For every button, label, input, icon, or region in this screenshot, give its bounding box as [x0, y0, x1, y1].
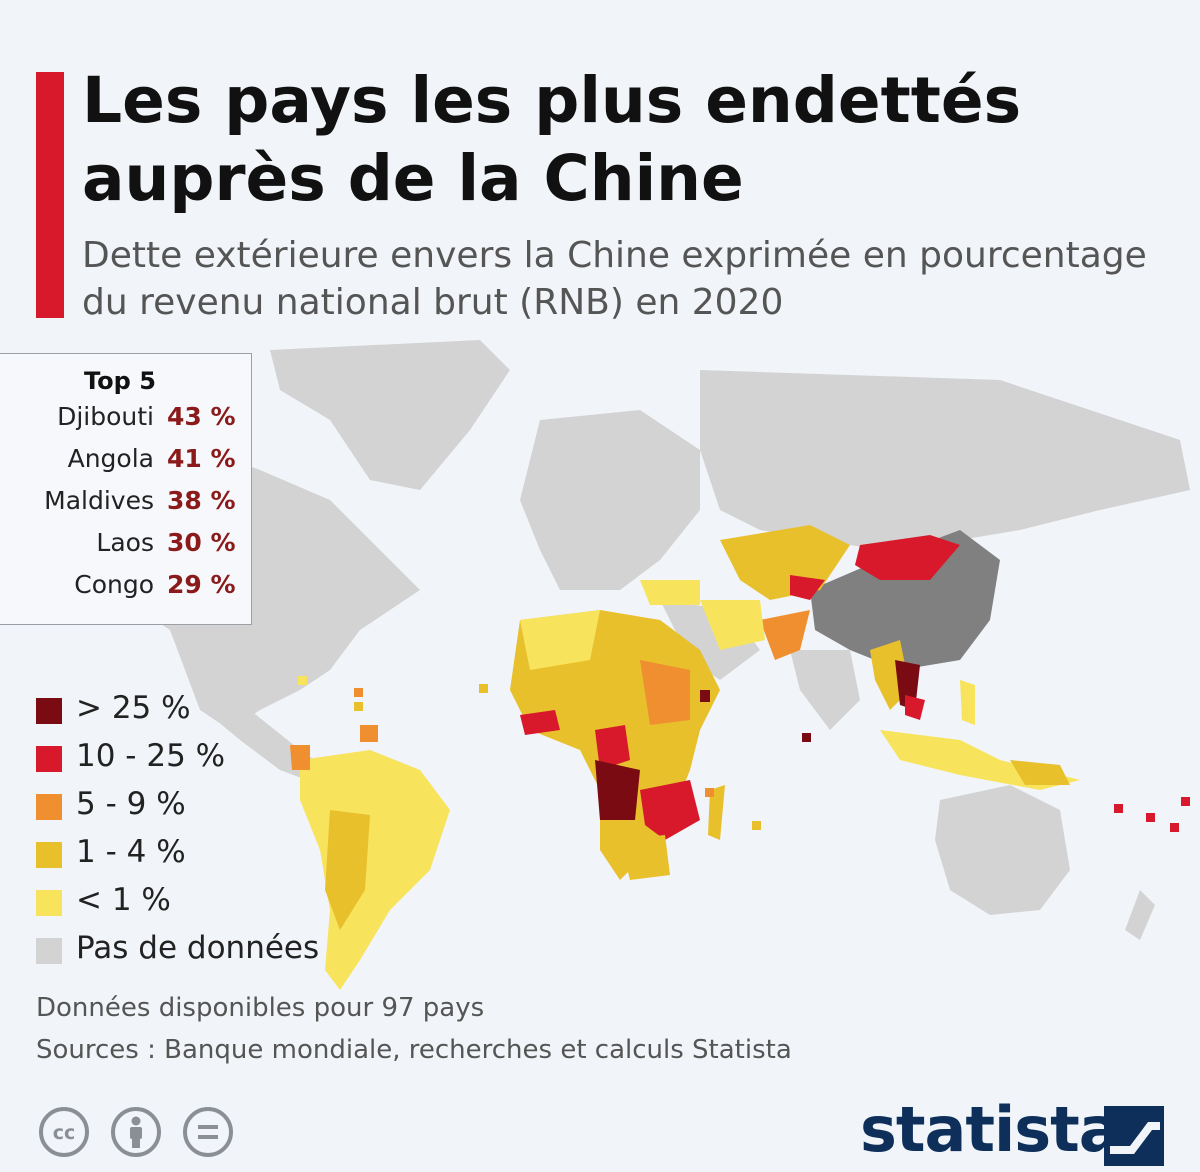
iran-region: [700, 600, 765, 650]
top5-panel: Top 5 Djibouti 43 % Angola 41 % Maldives…: [0, 353, 252, 625]
top5-row: Djibouti 43 %: [0, 402, 235, 434]
top5-row: Angola 41 %: [0, 444, 236, 476]
legend-item: < 1 %: [36, 882, 336, 922]
cape-verde-marker: [479, 684, 488, 693]
legend-swatch: [36, 698, 62, 724]
top5-row: Maldives 38 %: [0, 486, 235, 518]
south-africa-region: [620, 835, 670, 880]
page-subtitle: Dette extérieure envers la Chine exprimé…: [82, 235, 1147, 323]
top5-row: Congo 29 %: [0, 570, 235, 602]
legend-item: > 25 %: [36, 690, 336, 730]
mongolia-region: [855, 535, 960, 580]
statista-wordmark[interactable]: statista: [860, 1093, 1121, 1166]
legend-item: 1 - 4 %: [36, 834, 336, 874]
world-map: [0, 340, 1190, 990]
top5-title: Top 5: [84, 367, 156, 395]
top5-country: Djibouti: [57, 402, 154, 431]
caribbean-marker: [354, 688, 363, 697]
top5-country: Laos: [96, 528, 154, 557]
legend-swatch: [36, 794, 62, 820]
top5-country: Maldives: [44, 486, 154, 515]
legend-swatch: [36, 938, 62, 964]
legend-label: < 1 %: [76, 882, 171, 918]
zambia-zimbabwe-region: [640, 780, 700, 840]
legend-label: 5 - 9 %: [76, 786, 186, 822]
pacific-island-marker: [1181, 797, 1190, 806]
west-africa-red-region: [520, 710, 560, 735]
legend-item: 10 - 25 %: [36, 738, 336, 778]
south-america-region: [300, 750, 450, 990]
sources-note: Sources : Banque mondiale, recherches et…: [36, 1035, 792, 1065]
top5-country: Congo: [74, 570, 154, 599]
mauritius-marker: [752, 821, 761, 830]
kyrgyzstan-tajikistan-region: [790, 575, 825, 600]
top5-country: Angola: [67, 444, 154, 473]
legend-label: 10 - 25 %: [76, 738, 226, 774]
legend-item: Pas de données: [36, 930, 336, 970]
philippines-region: [960, 680, 975, 725]
top5-value: 30 %: [167, 528, 236, 557]
turkey-region: [640, 580, 700, 605]
angola-region: [595, 760, 640, 820]
page-title: Les pays les plus endettés auprès de la …: [82, 64, 1022, 215]
djibouti-region: [700, 690, 710, 702]
top5-value: 38 %: [167, 486, 236, 515]
cc-icon[interactable]: cc: [38, 1106, 90, 1158]
legend-label: 1 - 4 %: [76, 834, 186, 870]
legend-swatch: [36, 890, 62, 916]
statista-logo-icon: [1104, 1106, 1164, 1166]
andes-region: [325, 810, 370, 930]
legend-swatch: [36, 842, 62, 868]
cambodia-region: [905, 695, 925, 720]
ecuador-region: [290, 745, 310, 770]
ethiopia-sudan-region: [640, 660, 690, 725]
top5-row: Laos 30 %: [0, 528, 235, 560]
madagascar-region: [708, 785, 725, 840]
top5-value: 41 %: [167, 444, 236, 473]
no-derivatives-icon[interactable]: [182, 1106, 234, 1158]
china-region: [810, 530, 1000, 670]
venezuela-region: [360, 725, 378, 742]
pacific-island-marker: [1146, 813, 1155, 822]
caribbean-marker: [354, 702, 363, 711]
comoros-marker: [705, 788, 714, 797]
svg-text:cc: cc: [53, 1122, 76, 1144]
title-accent-bar: [36, 72, 64, 318]
maldives-marker: [802, 733, 811, 742]
legend-item: 5 - 9 %: [36, 786, 336, 826]
legend-label: Pas de données: [76, 930, 320, 966]
pacific-island-marker: [1114, 804, 1123, 813]
congo-region: [595, 725, 630, 770]
legend-swatch: [36, 746, 62, 772]
papua-new-guinea-region: [1010, 760, 1070, 785]
coverage-note: Données disponibles pour 97 pays: [36, 993, 485, 1023]
top5-value: 43 %: [167, 402, 236, 431]
pacific-island-marker: [1170, 823, 1179, 832]
attribution-icon[interactable]: [110, 1106, 162, 1158]
top5-value: 29 %: [167, 570, 236, 599]
caribbean-marker: [298, 676, 307, 685]
north-africa-region: [520, 610, 600, 670]
pakistan-region: [760, 610, 810, 660]
legend-label: > 25 %: [76, 690, 191, 726]
land-no-data: [0, 340, 1190, 940]
